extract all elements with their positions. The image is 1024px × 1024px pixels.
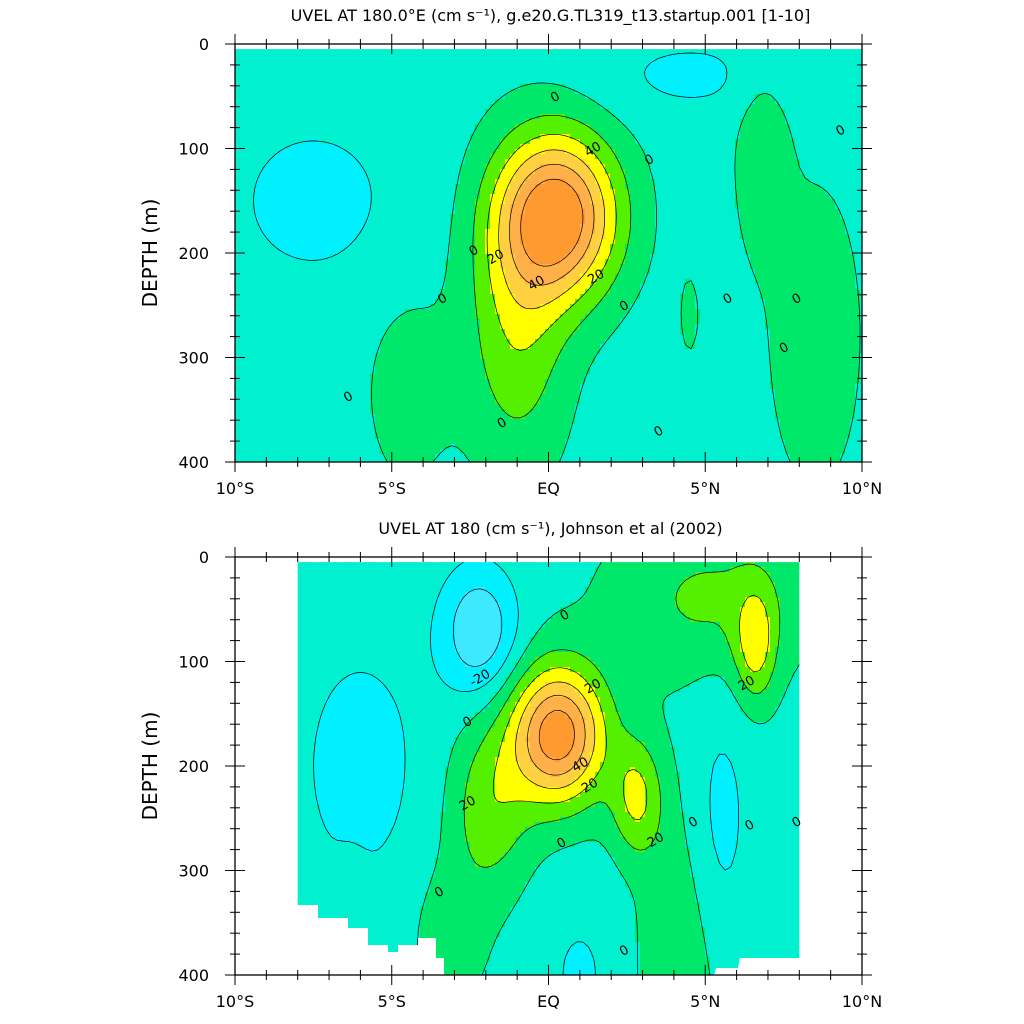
contour-line-50	[520, 178, 584, 267]
contour-fill	[235, 49, 862, 462]
y-tick-label: 200	[178, 244, 209, 263]
contour-line-30	[515, 681, 596, 790]
contour-line--10	[313, 562, 739, 975]
contour-line-10	[472, 114, 632, 419]
contour-lines	[253, 52, 861, 462]
contour-label: 40	[526, 273, 548, 294]
axis-ticks	[225, 547, 872, 985]
chart-title: UVEL AT 180 (cm s⁻¹), Johnson et al (200…	[378, 519, 722, 538]
x-tick-label: 10°S	[216, 992, 255, 1011]
x-tick-label: EQ	[537, 479, 560, 498]
x-tick-label: EQ	[537, 992, 560, 1011]
contour-line-0	[371, 82, 861, 462]
contour-line-10	[463, 563, 781, 868]
contour-line-20	[486, 133, 617, 351]
y-tick-label: 400	[178, 966, 209, 985]
contour-label: 20	[457, 793, 479, 814]
y-axis-label: DEPTH (m)	[138, 712, 162, 821]
contour-label: 20	[485, 247, 507, 268]
x-tick-label: 5°S	[378, 479, 406, 498]
contour-line-0	[417, 562, 800, 975]
chart-title: UVEL AT 180.0°E (cm s⁻¹), g.e20.G.TL319_…	[291, 6, 811, 26]
contour-label: 20	[579, 775, 601, 796]
x-tick-label: 10°N	[842, 992, 882, 1011]
y-tick-label: 100	[178, 653, 209, 672]
y-tick-label: 200	[178, 757, 209, 776]
contour-fill	[297, 562, 800, 975]
y-tick-label: 300	[178, 349, 209, 368]
contour-label: 40	[582, 139, 604, 160]
contour-line-30	[498, 149, 606, 310]
contour-line-40	[527, 694, 586, 776]
axis-ticks	[225, 34, 872, 472]
x-tick-label: 5°N	[690, 479, 720, 498]
x-tick-label: 10°S	[216, 479, 255, 498]
contour-line-20	[492, 594, 770, 820]
y-tick-label: 300	[178, 862, 209, 881]
contour-line--20	[452, 588, 503, 668]
y-tick-label: 0	[199, 35, 209, 54]
y-tick-label: 0	[199, 548, 209, 567]
contour-label: 20	[645, 830, 667, 851]
contour-label: 20	[582, 676, 604, 697]
y-axis-label: DEPTH (m)	[138, 199, 162, 308]
contour-label: 20	[585, 267, 607, 288]
contour-line-50	[538, 710, 575, 761]
contour-label: 20	[736, 673, 758, 694]
contour-label: 40	[570, 755, 592, 776]
contour-line--10	[253, 52, 728, 261]
contour-line-40	[509, 163, 595, 286]
y-tick-label: 400	[178, 453, 209, 472]
x-tick-label: 5°N	[690, 992, 720, 1011]
x-tick-label: 5°S	[378, 992, 406, 1011]
y-tick-label: 100	[178, 140, 209, 159]
contour-lines	[313, 562, 800, 975]
x-tick-label: 10°N	[842, 479, 882, 498]
